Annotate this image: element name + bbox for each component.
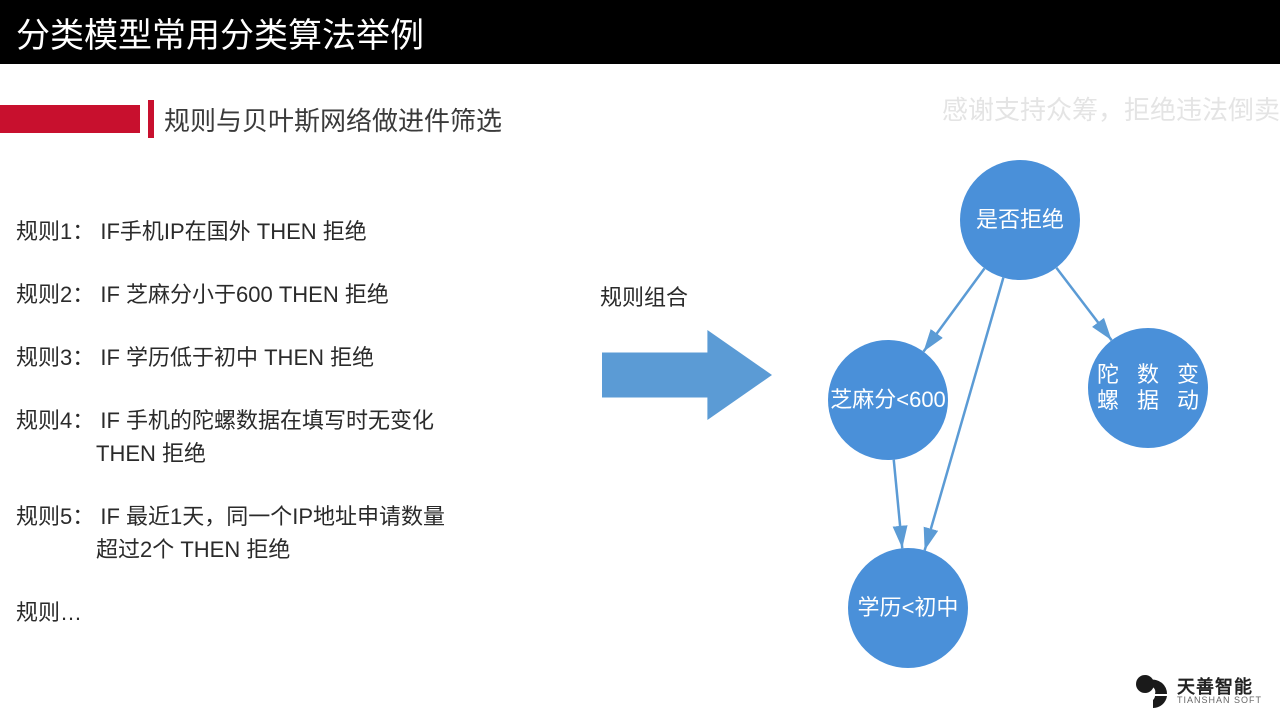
network-node-tuoluo: 陀螺数据变动	[1088, 328, 1208, 448]
slide-header: 分类模型常用分类算法举例	[0, 0, 1280, 64]
accent-marker	[148, 100, 154, 138]
rule-line: 规则3： IF 学历低于初中 THEN 拒绝	[16, 341, 556, 374]
rule-line: 规则1： IF手机IP在国外 THEN 拒绝	[16, 215, 556, 248]
rule-line: 规则4： IF 手机的陀螺数据在填写时无变化	[16, 404, 556, 437]
arrow-icon	[602, 330, 772, 420]
logo-en: TIANSHAN SOFT	[1177, 696, 1262, 705]
accent-bar	[0, 105, 140, 133]
logo-icon	[1135, 674, 1169, 708]
brand-logo: 天善智能 TIANSHAN SOFT	[1135, 674, 1262, 708]
network-node-root: 是否拒绝	[960, 160, 1080, 280]
network-node-xueli: 学历<初中	[848, 548, 968, 668]
network-node-zhima: 芝麻分<600	[828, 340, 948, 460]
logo-cn: 天善智能	[1177, 678, 1262, 696]
logo-text: 天善智能 TIANSHAN SOFT	[1177, 678, 1262, 705]
bayes-network-diagram: 是否拒绝芝麻分<600 陀螺数据变动学历<初中	[820, 160, 1260, 690]
arrow-label: 规则组合	[600, 280, 688, 312]
subtitle-row: 规则与贝叶斯网络做进件筛选	[0, 100, 502, 138]
rules-list: 规则1： IF手机IP在国外 THEN 拒绝规则2： IF 芝麻分小于600 T…	[16, 215, 556, 659]
rule-line: 规则5： IF 最近1天，同一个IP地址申请数量	[16, 500, 556, 533]
slide-title: 分类模型常用分类算法举例	[16, 8, 424, 57]
rule-line-cont: 超过2个 THEN 拒绝	[16, 533, 556, 566]
rule-line: 规则…	[16, 596, 556, 629]
watermark-text: 感谢支持众筹，拒绝违法倒卖	[942, 90, 1280, 127]
subtitle-text: 规则与贝叶斯网络做进件筛选	[164, 101, 502, 138]
rule-line-cont: THEN 拒绝	[16, 437, 556, 470]
rule-line: 规则2： IF 芝麻分小于600 THEN 拒绝	[16, 278, 556, 311]
